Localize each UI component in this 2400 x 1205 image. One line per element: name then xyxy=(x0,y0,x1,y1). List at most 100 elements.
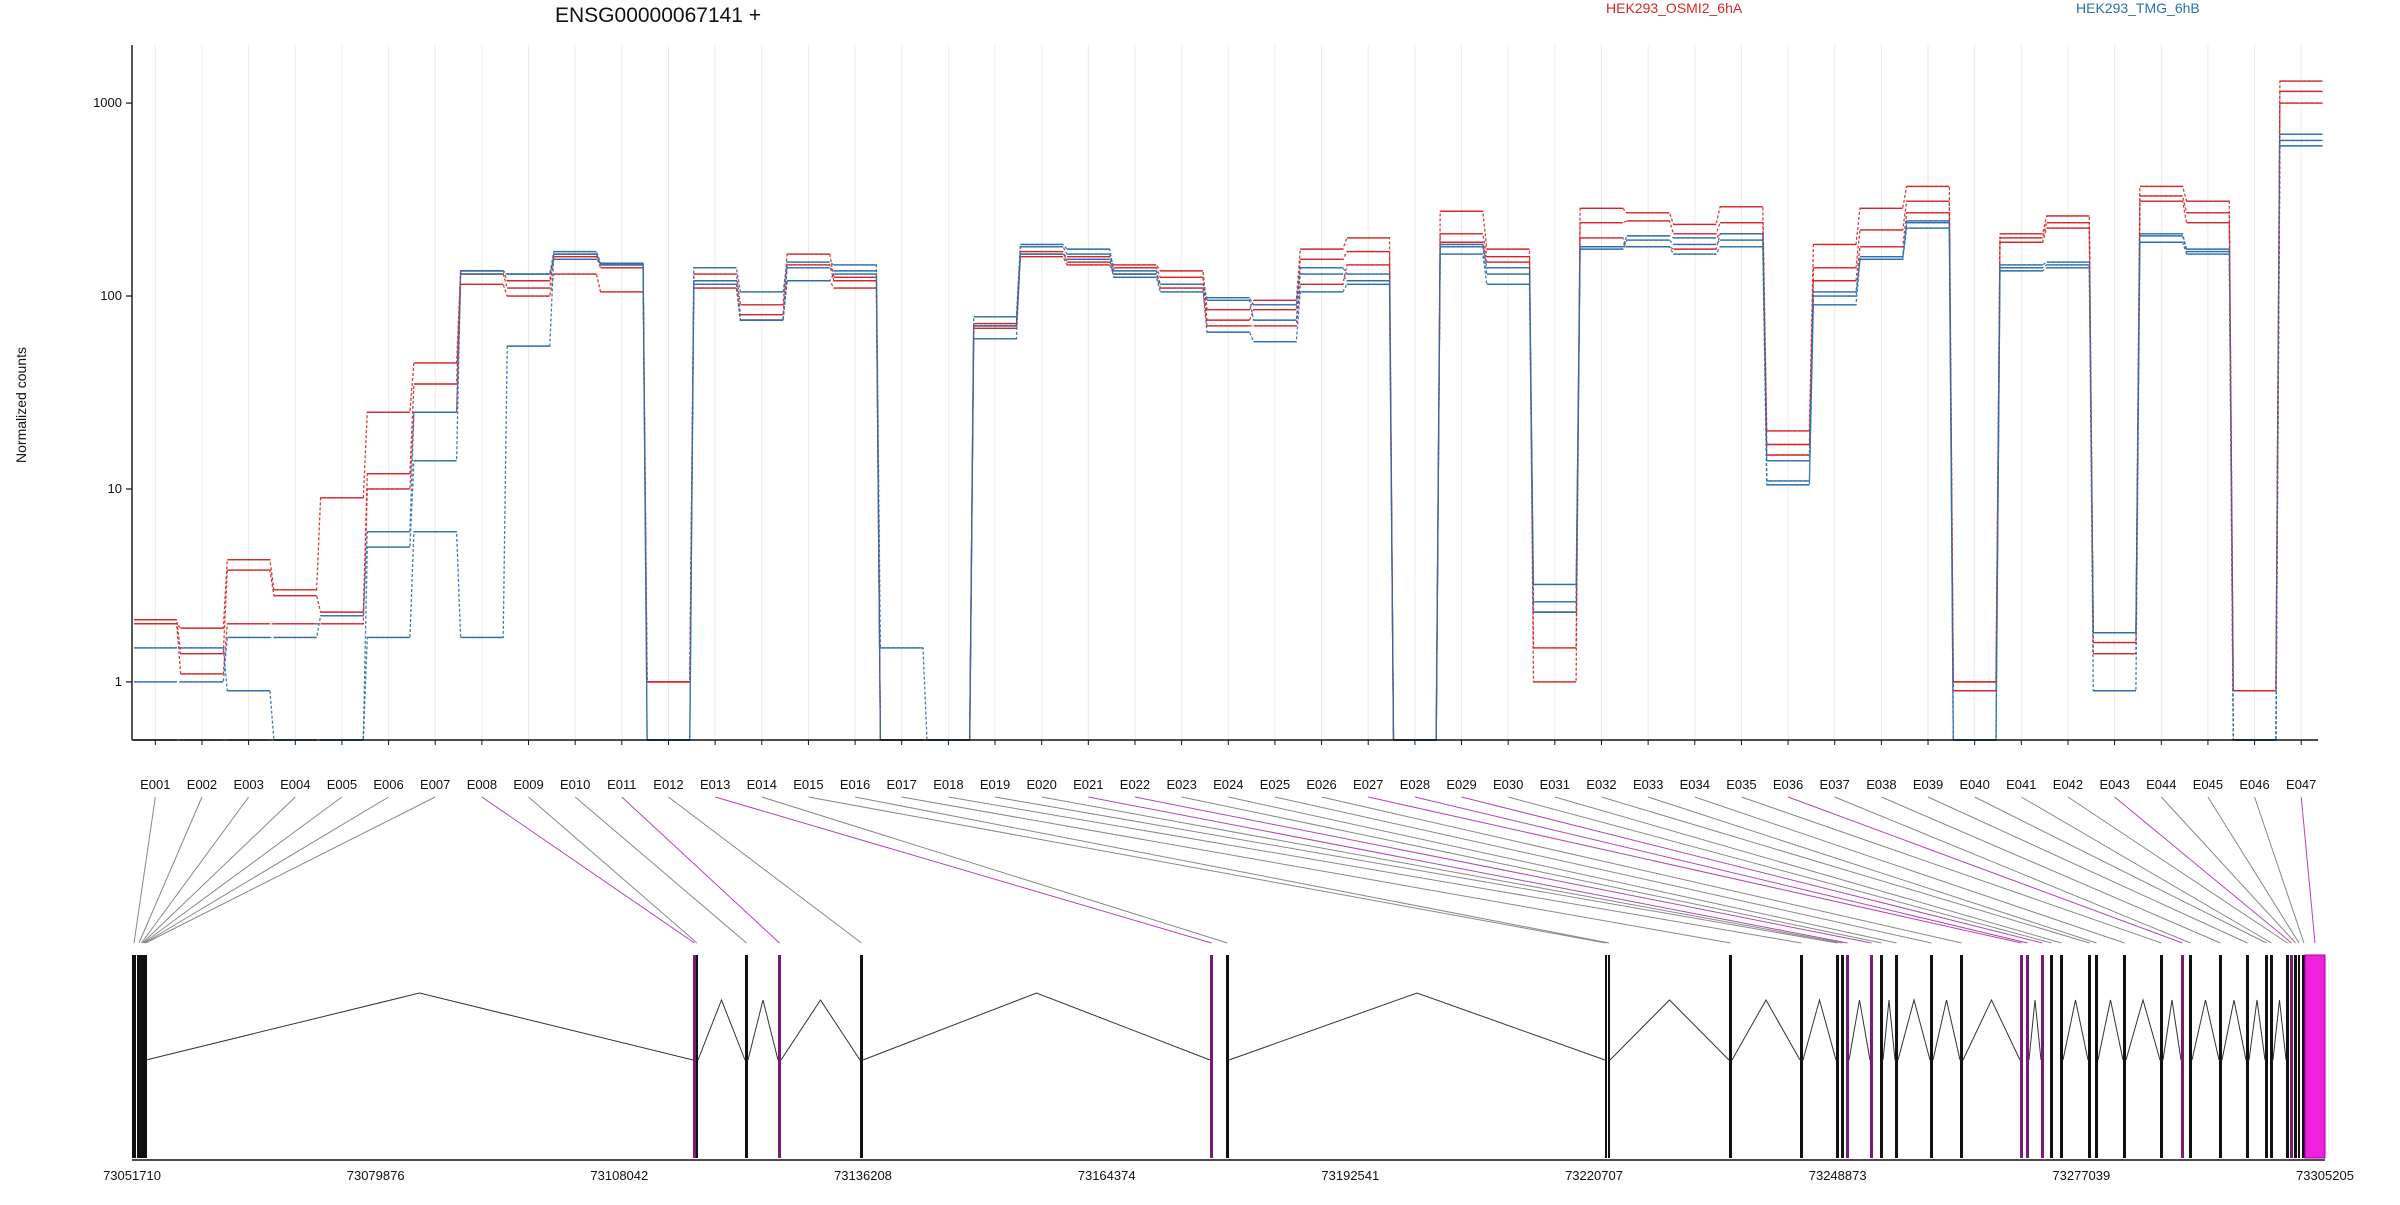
exon-connector xyxy=(994,796,1838,944)
exon-label: E041 xyxy=(2006,777,2036,792)
intron-line xyxy=(1802,998,1837,1061)
exon-label: E039 xyxy=(1913,777,1943,792)
exon-label: E045 xyxy=(2193,777,2223,792)
exon-label: E014 xyxy=(747,777,777,792)
exon-block xyxy=(1870,955,1873,1158)
exon-label: E032 xyxy=(1586,777,1616,792)
intron-line xyxy=(2062,999,2089,1061)
y-tick-label: 1 xyxy=(115,674,122,689)
intron-line xyxy=(1848,999,1871,1061)
y-tick-label: 10 xyxy=(108,481,122,496)
exon-connector xyxy=(1694,796,2125,944)
exon-label: E038 xyxy=(1866,777,1896,792)
exon-block xyxy=(2189,955,2192,1158)
axes xyxy=(131,45,2318,741)
intron-line xyxy=(2191,999,2220,1061)
exon-label: E018 xyxy=(933,777,963,792)
exon-connector xyxy=(144,796,389,944)
exon-connector xyxy=(574,796,747,944)
exon-block xyxy=(2294,955,2297,1158)
exon-block xyxy=(1729,955,1732,1158)
exon-label: E043 xyxy=(2099,777,2129,792)
exon-connector xyxy=(1741,796,2162,944)
intron-line xyxy=(780,999,861,1061)
intron-line xyxy=(1962,998,2021,1061)
exon-connector xyxy=(1368,796,2022,944)
y-ticks: 1 10 100 1000 xyxy=(93,95,132,689)
exon-label: E023 xyxy=(1166,777,1196,792)
exon-label: E024 xyxy=(1213,777,1243,792)
intron-line xyxy=(2221,999,2247,1061)
genomic-coordinates: 73051710 73079876 73108042 73136208 73164374… xyxy=(103,1168,2354,1183)
intron-line xyxy=(2162,999,2182,1061)
exon-label: E033 xyxy=(1633,777,1663,792)
intron-line xyxy=(697,998,746,1061)
coordinate-label: 73277039 xyxy=(2052,1168,2110,1183)
exon-connector xyxy=(1274,796,1932,944)
exon-block xyxy=(2026,955,2029,1158)
exon-block xyxy=(1836,955,1839,1158)
intron-line xyxy=(2097,999,2124,1061)
exon-label: E042 xyxy=(2053,777,2083,792)
exon-label: E008 xyxy=(467,777,497,792)
exon-block xyxy=(2123,955,2126,1158)
exon-connector xyxy=(2160,796,2296,944)
exon-connector xyxy=(668,796,862,944)
exon-connector xyxy=(143,796,343,944)
exon-connector xyxy=(1181,796,1882,944)
exon-label: E047 xyxy=(2286,777,2316,792)
exon-connector xyxy=(1088,796,1848,944)
exon-block xyxy=(693,955,696,1158)
coordinate-label: 73305205 xyxy=(2296,1168,2354,1183)
exon-connector xyxy=(2021,796,2272,944)
exon-label: E004 xyxy=(280,777,310,792)
exon-block xyxy=(1841,955,1844,1158)
coordinate-label: 73192541 xyxy=(1321,1168,1379,1183)
exon-block xyxy=(778,955,781,1158)
exon-block xyxy=(2265,955,2268,1158)
exon-block xyxy=(2286,955,2289,1158)
exon-label: E007 xyxy=(420,777,450,792)
intron-line xyxy=(2028,999,2042,1061)
exon-connector xyxy=(2114,796,2292,944)
exon-block xyxy=(2088,955,2091,1158)
exon-block xyxy=(2302,955,2306,1158)
exon-connector xyxy=(901,796,1731,944)
exon-block xyxy=(1605,955,1607,1158)
coordinate-label: 73051710 xyxy=(103,1168,161,1183)
intron-line xyxy=(145,992,694,1061)
series-line xyxy=(134,145,2323,741)
exon-label: E003 xyxy=(233,777,263,792)
intron-line xyxy=(2125,998,2161,1061)
coordinate-label: 73108042 xyxy=(590,1168,648,1183)
exon-label: E012 xyxy=(653,777,683,792)
exon-block xyxy=(132,955,136,1158)
exon-connector xyxy=(1647,796,2097,944)
exon-block xyxy=(2270,955,2273,1158)
exon-connector xyxy=(1508,796,2052,944)
exon-label: E010 xyxy=(560,777,590,792)
exon-connector xyxy=(2254,796,2305,944)
exon-block xyxy=(2246,955,2249,1158)
exon-label: E019 xyxy=(980,777,1010,792)
exon-connector xyxy=(481,796,695,944)
exon-label: E016 xyxy=(840,777,870,792)
exon-label: E035 xyxy=(1726,777,1756,792)
exon-label: E009 xyxy=(513,777,543,792)
exon-connector xyxy=(1601,796,2090,944)
exon-connector xyxy=(1461,796,2043,944)
exon-block xyxy=(2219,955,2222,1158)
exon-block xyxy=(1800,955,1803,1158)
exon-connector xyxy=(1041,796,1843,944)
exon-block xyxy=(2050,955,2053,1158)
exon-block xyxy=(1880,955,1883,1158)
intron-line xyxy=(2248,999,2266,1061)
exon-connector xyxy=(621,796,780,944)
exon-connector xyxy=(1414,796,2028,944)
grid-lines xyxy=(154,45,2302,740)
exon-block xyxy=(1846,955,1849,1158)
exon-block xyxy=(2095,955,2098,1158)
intron-line xyxy=(1609,999,1730,1061)
exon-connectors xyxy=(133,796,2316,944)
